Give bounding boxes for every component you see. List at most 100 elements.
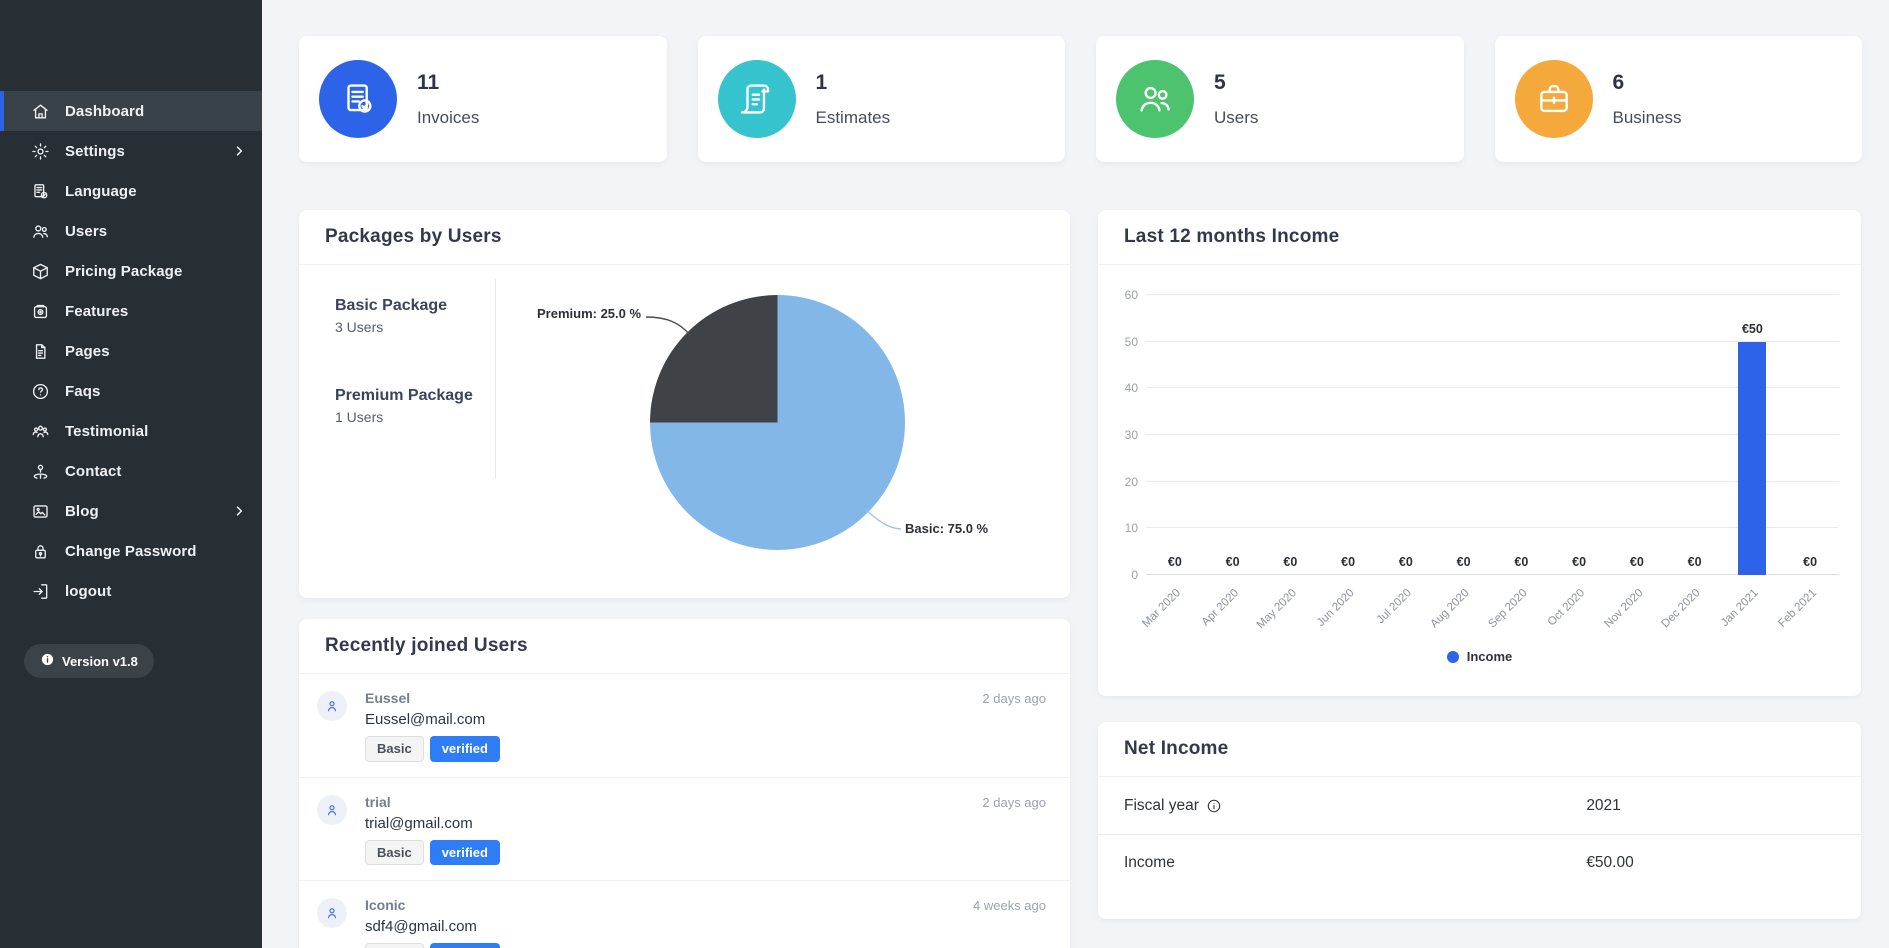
home-icon — [30, 101, 50, 121]
bar-column: €50 Jan 2021 — [1719, 295, 1782, 629]
card-title: Net Income — [1124, 738, 1229, 759]
gridline — [1146, 574, 1839, 575]
sidebar-item-pricing-package[interactable]: Pricing Package — [0, 251, 262, 291]
user-row[interactable]: Eussel Eussel@mail.com Basic verified 2 … — [299, 674, 1070, 778]
recently-joined-users-card: Recently joined Users Eussel Eussel@mail… — [299, 619, 1070, 948]
sidebar-item-dashboard[interactable]: Dashboard — [0, 91, 262, 131]
sidebar-item-pages[interactable]: Pages — [0, 331, 262, 371]
logout-icon — [30, 581, 50, 601]
net-income-row-fiscal-year: Fiscal year 2021 — [1098, 777, 1861, 834]
row-label: Fiscal year — [1124, 796, 1199, 814]
bar-column: €0 Apr 2020 — [1200, 295, 1262, 628]
row-value: €50.00 — [1586, 854, 1634, 871]
user-list: Eussel Eussel@mail.com Basic verified 2 … — [299, 674, 1070, 948]
people-group-icon — [30, 421, 50, 441]
x-axis-label: Aug 2020 — [1428, 587, 1473, 631]
package-badge: Basic — [365, 736, 424, 762]
verified-badge: verified — [429, 736, 500, 762]
y-axis-tick: 30 — [1124, 428, 1138, 442]
lock-icon — [30, 541, 50, 561]
sidebar-item-label: Pricing Package — [65, 262, 183, 280]
sidebar-item-logout[interactable]: logout — [0, 571, 262, 611]
stat-value: 1 — [815, 70, 828, 94]
x-axis-label: Jul 2020 — [1375, 587, 1415, 627]
avatar — [317, 794, 347, 825]
sidebar-item-blog[interactable]: Blog — [0, 491, 262, 531]
gridline — [1146, 294, 1839, 295]
packages-pie-chart[interactable] — [650, 295, 905, 550]
package-badge: Basic — [365, 943, 424, 948]
stat-value: 5 — [1214, 70, 1226, 94]
card-title: Packages by Users — [325, 226, 502, 247]
x-axis-label: Mar 2020 — [1140, 587, 1184, 630]
income-chart-card: Last 12 months Income 0 10 20 30 40 50 60 €0 Mar… — [1098, 210, 1861, 696]
y-axis-tick: 20 — [1124, 474, 1138, 489]
joined-time: 2 days ago — [982, 794, 1046, 810]
version-badge: Version v1.8 — [24, 644, 154, 678]
sidebar-item-label: Dashboard — [65, 102, 145, 120]
stats-row: 11 Invoices 1 Estimates 5 Us — [299, 36, 1862, 162]
x-axis-label: Oct 2020 — [1546, 587, 1588, 629]
bar-value-label: €0 — [1687, 555, 1702, 569]
x-axis-label: Apr 2020 — [1199, 587, 1242, 629]
gridline — [1146, 480, 1839, 482]
user-name: Eussel — [365, 690, 411, 706]
sidebar-item-language[interactable]: Language — [0, 171, 262, 211]
bar-column: €0 Jun 2020 — [1315, 295, 1377, 629]
gridline — [1146, 527, 1839, 529]
stat-card-business: 6 Business — [1494, 36, 1862, 162]
invoice-icon — [319, 60, 397, 138]
joined-time: 2 days ago — [982, 691, 1046, 706]
pie-label-premium: Premium: 25.0 % — [537, 306, 642, 321]
income-bar-chart[interactable]: 0 10 20 30 40 50 60 €0 Mar 2020 €0 Apr 2020 €0 May 2… — [1125, 288, 1839, 631]
sidebar-item-settings[interactable]: Settings — [0, 131, 262, 171]
bar-column: €0 Aug 2020 — [1429, 295, 1493, 630]
x-axis-label: Feb 2021 — [1775, 587, 1819, 630]
sidebar-item-label: Users — [65, 222, 108, 240]
verified-badge: verified — [429, 943, 500, 948]
bar-value-label: €0 — [1398, 555, 1413, 569]
sidebar-item-contact[interactable]: Contact — [0, 451, 262, 491]
bar-value-label: €0 — [1572, 555, 1587, 569]
package-list: Basic Package 3 Users Premium Package 1 … — [335, 297, 473, 477]
x-axis-label: Sep 2020 — [1486, 587, 1530, 631]
users-icon — [1116, 60, 1194, 138]
bar-column: €0 May 2020 — [1255, 295, 1320, 631]
document-check-icon — [30, 181, 50, 201]
sidebar-item-change-password[interactable]: Change Password — [0, 531, 262, 571]
sidebar-item-faqs[interactable]: Faqs — [0, 371, 262, 411]
stat-card-users: 5 Users — [1096, 36, 1464, 162]
blog-image-icon — [30, 501, 50, 521]
sidebar: Dashboard Settings Language Users Pricin… — [0, 0, 262, 948]
gridline — [1146, 340, 1839, 342]
user-row[interactable]: trial trial@gmail.com Basic verified 2 d… — [299, 778, 1070, 882]
info-icon[interactable] — [1206, 798, 1222, 814]
bar-value-label: €0 — [1456, 555, 1471, 569]
legend-dot — [1446, 650, 1459, 663]
x-axis-label: Jan 2021 — [1718, 587, 1761, 629]
bar-value-label: €0 — [1283, 555, 1298, 569]
user-email: sdf4@gmail.com — [365, 918, 477, 936]
user-email: Eussel@mail.com — [365, 711, 486, 728]
row-label: Income — [1124, 854, 1175, 871]
version-label: Version v1.8 — [62, 653, 138, 669]
vertical-divider — [495, 279, 496, 479]
x-axis-label: May 2020 — [1254, 587, 1299, 632]
user-email: trial@gmail.com — [365, 814, 473, 832]
user-row[interactable]: Iconic sdf4@gmail.com Basic verified 4 w… — [299, 881, 1070, 948]
chart-legend-income[interactable]: Income — [1098, 649, 1861, 664]
y-axis-tick: 10 — [1124, 521, 1138, 536]
sidebar-item-testimonial[interactable]: Testimonial — [0, 411, 262, 451]
bar-column: €0 Mar 2020 — [1141, 295, 1204, 630]
bar-value-label: €0 — [1167, 555, 1182, 569]
bar-value-label: €0 — [1341, 555, 1356, 569]
chevron-right-icon — [232, 504, 246, 518]
image-stack-icon — [30, 301, 50, 321]
sidebar-item-label: Blog — [65, 502, 99, 520]
sidebar-item-features[interactable]: Features — [0, 291, 262, 331]
package-badge: Basic — [365, 839, 424, 866]
card-title: Recently joined Users — [325, 635, 528, 656]
bar-column: €0 Dec 2020 — [1660, 295, 1724, 630]
sidebar-item-users[interactable]: Users — [0, 211, 262, 251]
